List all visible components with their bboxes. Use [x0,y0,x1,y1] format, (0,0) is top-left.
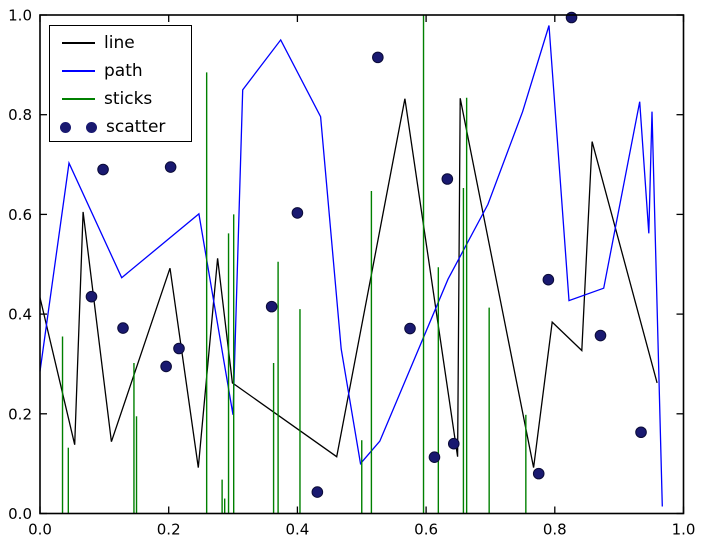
legend-item-label: path [104,60,143,81]
y-tick-label: 1.0 [8,7,32,25]
scatter-point [117,322,129,334]
scatter-point [532,467,545,480]
x-tick-label: 0.4 [285,521,309,539]
scatter-point [447,437,460,450]
legend-line-sample [62,42,95,44]
legend-item-line: line [50,29,191,57]
scatter-point [97,163,109,176]
series-path [39,25,663,507]
scatter-point [428,451,441,463]
series-line [39,98,658,468]
scatter-point [404,322,416,335]
scatter-point [635,426,647,439]
scatter-marker-icon [60,121,71,133]
scatter-point [594,329,607,342]
legend-sticks-sample [62,98,95,100]
y-tick-label: 0.2 [8,405,32,423]
x-tick-label: 1.0 [672,521,696,539]
y-tick-label: 0.0 [8,505,32,523]
scatter-point [311,486,324,498]
y-tick-label: 0.4 [8,306,32,324]
legend-item-sticks: sticks [50,85,191,113]
scatter-point [160,360,172,373]
scatter-point [542,273,555,286]
scatter-point [265,300,278,313]
legend-path-sample [62,70,95,72]
scatter-point [164,161,177,173]
scatter-point [85,290,98,303]
legend: line path sticks scatter [49,25,192,142]
scatter-point [441,173,454,185]
legend-item-label: line [104,32,135,53]
axes-border [39,14,685,515]
scatter-point [565,11,578,24]
legend-item-label: scatter [106,116,166,137]
y-tick-label: 0.8 [8,106,32,124]
scatter-marker-icon [86,121,97,133]
x-tick-label: 0.2 [157,521,181,539]
legend-item-label: sticks [104,88,153,109]
x-tick-label: 0.6 [414,521,438,539]
scatter-point [291,207,304,219]
legend-scatter-sample [60,121,97,133]
x-tick-label: 0.8 [543,521,567,539]
legend-item-path: path [50,57,191,85]
scatter-point [372,51,384,64]
x-tick-label: 0.0 [28,521,52,539]
legend-item-scatter: scatter [50,113,191,141]
scatter-point [173,342,185,355]
y-tick-label: 0.6 [8,206,32,224]
